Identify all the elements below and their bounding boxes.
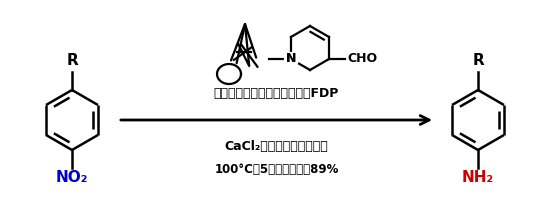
Text: 100°C、5時間、最大で89%: 100°C、5時間、最大で89% <box>214 163 339 176</box>
Text: N: N <box>286 52 296 66</box>
Text: CHO: CHO <box>347 52 377 66</box>
Text: NO₂: NO₂ <box>56 170 88 185</box>
Text: 体内で生産された尿や血中のFDP: 体内で生産された尿や血中のFDP <box>214 87 339 100</box>
Text: R: R <box>472 53 484 68</box>
Text: N: N <box>286 52 296 66</box>
Text: NH₂: NH₂ <box>462 170 494 185</box>
Text: CaCl₂（塩化カルシウム）: CaCl₂（塩化カルシウム） <box>224 140 328 153</box>
Text: R: R <box>66 53 78 68</box>
